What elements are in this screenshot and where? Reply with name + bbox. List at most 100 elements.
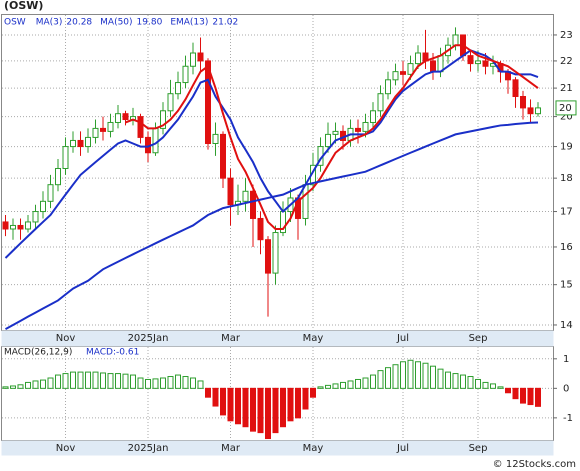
legend-value: 21.02: [212, 18, 238, 28]
macd-bar: [250, 387, 256, 432]
candle-body: [77, 139, 84, 148]
macd-bar: [505, 387, 511, 394]
macd-bar: [107, 373, 114, 389]
candle-body: [242, 190, 249, 202]
macd-bar: [235, 387, 241, 425]
macd-value: MACD:-0.61: [86, 348, 139, 358]
candle-body: [415, 52, 421, 65]
x-tick-label: May: [303, 333, 324, 344]
macd-bar: [10, 385, 16, 389]
candle-body: [332, 130, 339, 135]
legend-value: 20.28: [66, 18, 92, 28]
y-tick-label: 20: [560, 112, 573, 123]
x-tick-label: Mar: [221, 443, 241, 454]
candle-body: [167, 93, 174, 112]
macd-bar: [497, 386, 504, 389]
footer: © 12Stocks.com: [493, 459, 576, 470]
price-tag-box: [555, 100, 577, 116]
macd-bar: [407, 359, 414, 389]
candle-body: [377, 93, 384, 112]
candle-body: [385, 79, 391, 95]
candle-body: [227, 177, 234, 206]
macd-bar: [130, 374, 136, 389]
x-tick-label: 2025Jan: [128, 333, 169, 344]
legend-label: OSW: [4, 18, 26, 28]
macd-bar: [2, 386, 9, 389]
macd-bar: [302, 387, 309, 410]
candle-body: [407, 63, 414, 75]
x-tick-label: May: [303, 443, 324, 454]
macd-bar: [280, 387, 286, 428]
candle-body: [482, 60, 489, 67]
macd-bar: [520, 387, 526, 404]
macd-bar: [40, 379, 46, 389]
macd-bar: [182, 376, 189, 389]
y-tick-label: -1: [563, 413, 573, 424]
macd-bar: [242, 387, 249, 428]
macd-bar: [175, 374, 181, 389]
candle-body: [47, 184, 54, 202]
macd-bar: [265, 387, 271, 440]
macd-bar: [460, 374, 466, 389]
y-tick-label: 17: [560, 207, 573, 218]
candle-body: [212, 133, 219, 145]
candle-body: [467, 55, 474, 65]
candle-body: [55, 167, 61, 186]
candle-body: [272, 232, 279, 274]
y-tick-label: 16: [560, 242, 573, 253]
x-tick-label: Sep: [469, 333, 488, 344]
candle-body: [100, 127, 106, 132]
y-tick-label: 21: [560, 83, 573, 94]
y-tick-label: 18: [560, 173, 573, 184]
candle-body: [527, 107, 534, 115]
macd-bar: [295, 387, 301, 419]
macd-bar: [362, 377, 369, 389]
candle-body: [362, 121, 369, 132]
candle-body: [205, 60, 211, 145]
candle-body: [85, 136, 91, 148]
macd-bar: [197, 380, 204, 389]
x-tick-label: Nov: [56, 333, 76, 344]
candle-body: [370, 110, 376, 123]
candle-body: [107, 121, 114, 132]
candle-body: [92, 127, 99, 138]
candle-body: [32, 211, 39, 223]
candle-body: [137, 116, 144, 138]
candle-body: [70, 139, 76, 148]
candle-body: [17, 224, 24, 230]
candle-body: [512, 79, 519, 98]
macd-bar: [317, 386, 324, 389]
macd-bar: [490, 383, 496, 389]
candle-body: [190, 52, 196, 67]
macd-bar: [257, 387, 264, 434]
legend-label: MA(3): [36, 18, 63, 28]
macd-bar: [332, 383, 339, 389]
candle-body: [392, 71, 399, 81]
candle-body: [430, 60, 436, 73]
candle-body: [175, 82, 181, 95]
axis-band: [1, 440, 554, 456]
axis-band: [1, 330, 554, 347]
y-tick-label: 1: [563, 354, 569, 365]
candle-body: [452, 34, 459, 46]
macd-bar: [32, 380, 39, 389]
candle-body: [62, 146, 69, 169]
y-tick-label: 14: [560, 320, 573, 331]
candle-body: [535, 107, 541, 115]
macd-bar: [92, 371, 99, 389]
macd-bar: [167, 376, 174, 389]
macd-bar: [535, 387, 541, 407]
macd-bar: [310, 387, 316, 398]
candle-body: [2, 221, 9, 230]
candle-body: [257, 217, 264, 241]
macd-title: MACD(26,12,9): [4, 348, 72, 358]
candle-body: [520, 96, 526, 109]
macd-bar: [62, 373, 69, 389]
macd-bar: [392, 364, 399, 389]
macd-bar: [212, 387, 219, 407]
macd-bar: [512, 387, 519, 400]
candle-body: [475, 60, 481, 65]
candle-body: [115, 113, 121, 123]
macd-bar: [47, 377, 54, 389]
ma-line: [125, 44, 539, 230]
